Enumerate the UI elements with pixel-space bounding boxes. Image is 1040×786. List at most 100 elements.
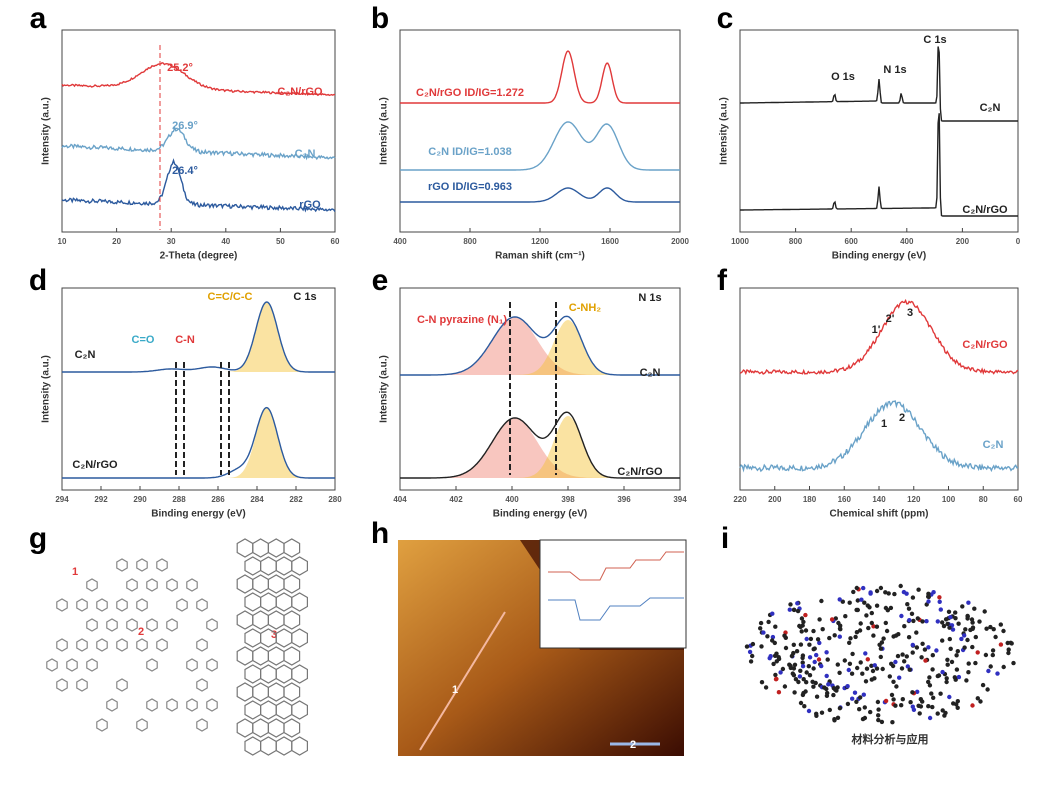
- hexagon: [291, 664, 308, 684]
- atom: [944, 679, 949, 685]
- atom: [800, 660, 805, 665]
- hexagon: [166, 578, 178, 592]
- x-tick-label: 1000: [731, 237, 749, 246]
- peak-fill: [400, 418, 680, 478]
- atom: [804, 636, 809, 642]
- atom: [800, 664, 806, 669]
- atom: [963, 627, 968, 632]
- hexagon: [275, 736, 293, 756]
- atom: [930, 704, 935, 710]
- hexagon: [267, 718, 285, 738]
- atom: [888, 605, 894, 611]
- atom: [874, 666, 880, 671]
- atom: [907, 667, 912, 672]
- atom: [926, 679, 931, 685]
- hexagon: [236, 646, 254, 666]
- atom: [943, 710, 948, 716]
- hexagon: [66, 658, 78, 672]
- atom: [916, 587, 921, 592]
- atom: [748, 659, 754, 664]
- atom: [941, 623, 947, 629]
- hexagon: [196, 678, 208, 692]
- atom: [993, 634, 998, 640]
- x-tick-label: 2000: [671, 237, 689, 246]
- hexagon: [56, 598, 68, 612]
- hexagon: [283, 538, 301, 558]
- spectrum: [400, 411, 680, 479]
- annotation: C 1s: [923, 34, 946, 46]
- atom: [767, 656, 772, 661]
- atom: [871, 624, 876, 629]
- annotation: 2: [138, 626, 144, 638]
- hexagon: [116, 678, 128, 692]
- hexagon: [166, 698, 178, 712]
- annotation: C₂N/rGO: [277, 86, 323, 98]
- atom: [765, 634, 770, 639]
- atom: [920, 619, 925, 624]
- atom: [914, 630, 919, 635]
- atom: [878, 646, 884, 651]
- annotation: N 1s: [883, 64, 906, 76]
- hexagon: [86, 578, 98, 592]
- atom: [975, 696, 980, 701]
- atom: [940, 669, 945, 675]
- atom: [824, 673, 829, 679]
- atom: [905, 664, 910, 669]
- hexagon: [252, 646, 269, 666]
- atom: [896, 632, 901, 637]
- atom: [1011, 660, 1016, 666]
- atom: [966, 670, 971, 675]
- atom: [978, 699, 983, 704]
- atom: [898, 583, 903, 589]
- hexagon: [126, 618, 138, 632]
- atom: [951, 701, 956, 706]
- hexagon: [56, 678, 68, 692]
- atom: [962, 633, 967, 638]
- atom: [990, 648, 996, 653]
- spectrum: [739, 298, 1019, 376]
- atom: [858, 660, 863, 665]
- atom: [877, 642, 882, 647]
- atom: [962, 645, 967, 650]
- atom: [863, 679, 869, 684]
- x-tick-label: 10: [58, 237, 67, 246]
- annotation: rGO: [299, 199, 321, 211]
- atom: [838, 627, 843, 632]
- x-tick-label: 404: [393, 495, 407, 504]
- atom: [880, 666, 885, 672]
- annotation: C₂N/rGO: [962, 204, 1008, 216]
- hexagon: [252, 610, 269, 630]
- hexagon: [236, 682, 254, 702]
- atom: [758, 626, 763, 631]
- atom: [804, 670, 809, 675]
- atom: [940, 708, 945, 713]
- hexagon: [106, 698, 118, 712]
- hexagon: [146, 578, 158, 592]
- spectrum: [61, 125, 336, 161]
- atom: [889, 692, 895, 698]
- atom: [791, 666, 797, 671]
- atom: [930, 653, 935, 658]
- atom: [930, 667, 935, 672]
- spectrum: [61, 158, 336, 213]
- panel-label: i: [721, 522, 729, 555]
- atom: [827, 635, 832, 641]
- hexagon: [146, 658, 158, 672]
- atom: [937, 599, 942, 604]
- hexagon: [275, 664, 293, 684]
- atom: [806, 708, 812, 714]
- x-tick-label: 200: [768, 495, 782, 504]
- x-axis-label: Raman shift (cm⁻¹): [495, 251, 585, 262]
- atom: [995, 671, 1000, 676]
- x-tick-label: 294: [55, 495, 69, 504]
- atom: [798, 668, 803, 673]
- atom: [940, 620, 945, 625]
- atom: [845, 701, 851, 707]
- atom: [952, 675, 957, 680]
- atom: [798, 700, 804, 706]
- plot-frame: [739, 287, 1019, 491]
- atom: [1006, 650, 1011, 656]
- afm-line: [419, 611, 506, 751]
- annotation: C₂N: [75, 349, 96, 361]
- atom: [862, 705, 867, 710]
